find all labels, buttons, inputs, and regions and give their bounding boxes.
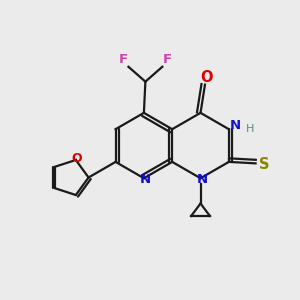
Text: F: F — [118, 53, 128, 66]
Text: N: N — [196, 173, 208, 186]
Text: N: N — [140, 173, 151, 186]
Text: O: O — [71, 152, 82, 165]
Text: F: F — [163, 53, 172, 66]
Text: N: N — [230, 119, 241, 132]
Text: S: S — [259, 158, 269, 172]
Text: H: H — [246, 124, 254, 134]
Text: O: O — [200, 70, 213, 85]
